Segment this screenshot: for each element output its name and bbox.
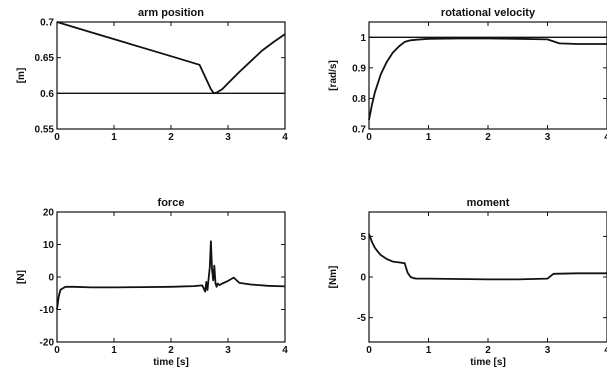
moment-y-tick-label: 5 [360,232,366,243]
arm-position-x-tick-label: 4 [282,132,288,143]
force-x-tick-label: 0 [54,345,60,356]
moment-y-tick-label: 0 [360,273,366,284]
force-y-tick-label: -10 [40,305,55,316]
moment-x-tick-label: 0 [366,345,372,356]
rotational-velocity-y-axis-label: [rad/s] [328,60,339,91]
force-x-tick-label: 2 [168,345,174,356]
arm-position-y-tick-label: 0.55 [35,125,55,136]
force-x-tick-label: 3 [225,345,231,356]
moment-x-tick-label: 1 [426,345,432,356]
moment-x-tick-label: 3 [545,345,551,356]
arm-position-x-tick-label: 2 [168,132,174,143]
force-series-line [56,240,286,310]
moment-plot: 0 1 2 3 4 -5 0 5 moment [Nm] time [s] [328,197,607,368]
arm-position-x-tick-label: 3 [225,132,231,143]
rotational-velocity-x-tick-label: 2 [485,132,491,143]
force-y-tick-label: 10 [43,240,55,251]
force-y-tick-label: -20 [40,338,55,349]
rotational-velocity-x-tick-label: 0 [366,132,372,143]
rotational-velocity-y-tick-label: 0.9 [352,63,366,74]
arm-position-x-tick-label: 0 [54,132,60,143]
rotational-velocity-y-tick-label: 0.8 [352,94,366,105]
moment-y-axis-label: [Nm] [328,266,339,289]
force-y-tick-label: 20 [43,208,55,219]
arm-position-series-line [56,21,286,95]
rotational-velocity-y-tick-label: 1 [360,33,366,44]
moment-axes-box [368,211,607,343]
arm-position-axes-box [56,21,286,130]
moment-x-tick-label: 4 [604,345,607,356]
arm-position-y-tick-label: 0.6 [40,89,54,100]
moment-y-tick-label: -5 [357,313,366,324]
rotational-velocity-y-tick-label: 0.7 [352,125,366,136]
rotational-velocity-x-tick-label: 1 [426,132,432,143]
arm-position-y-tick-label: 0.65 [35,53,55,64]
force-axes-box [56,211,286,343]
rotational-velocity-x-tick-label: 3 [545,132,551,143]
rotational-velocity-plot: 0 1 2 3 4 0.7 0.8 0.9 1 rotational velocity [rad/s… [328,7,607,143]
arm-position-y-tick-label: 0.7 [40,18,54,29]
arm-position-title: arm position [138,7,204,19]
force-title: force [158,197,185,209]
arm-position-y-axis-label: [m] [16,68,27,84]
moment-x-axis-label: time [s] [470,357,506,368]
moment-x-tick-label: 2 [485,345,491,356]
force-y-axis-label: [N] [16,270,27,284]
arm-position-plot: 0 1 2 3 4 0.55 0.6 0.65 0.7 arm position [m] [16,7,288,143]
moment-series-line [368,233,607,281]
force-y-tick-label: 0 [48,273,54,284]
rotational-velocity-title: rotational velocity [441,7,536,19]
arm-position-x-tick-label: 1 [111,132,117,143]
moment-title: moment [467,197,510,209]
rotational-velocity-series-line [368,37,607,120]
force-x-tick-label: 4 [282,345,288,356]
force-x-tick-label: 1 [111,345,117,356]
force-x-axis-label: time [s] [153,357,189,368]
rotational-velocity-x-tick-label: 4 [604,132,607,143]
force-plot: 0 1 2 3 4 -20 -10 0 10 20 force [N] time [s] [16,197,288,368]
